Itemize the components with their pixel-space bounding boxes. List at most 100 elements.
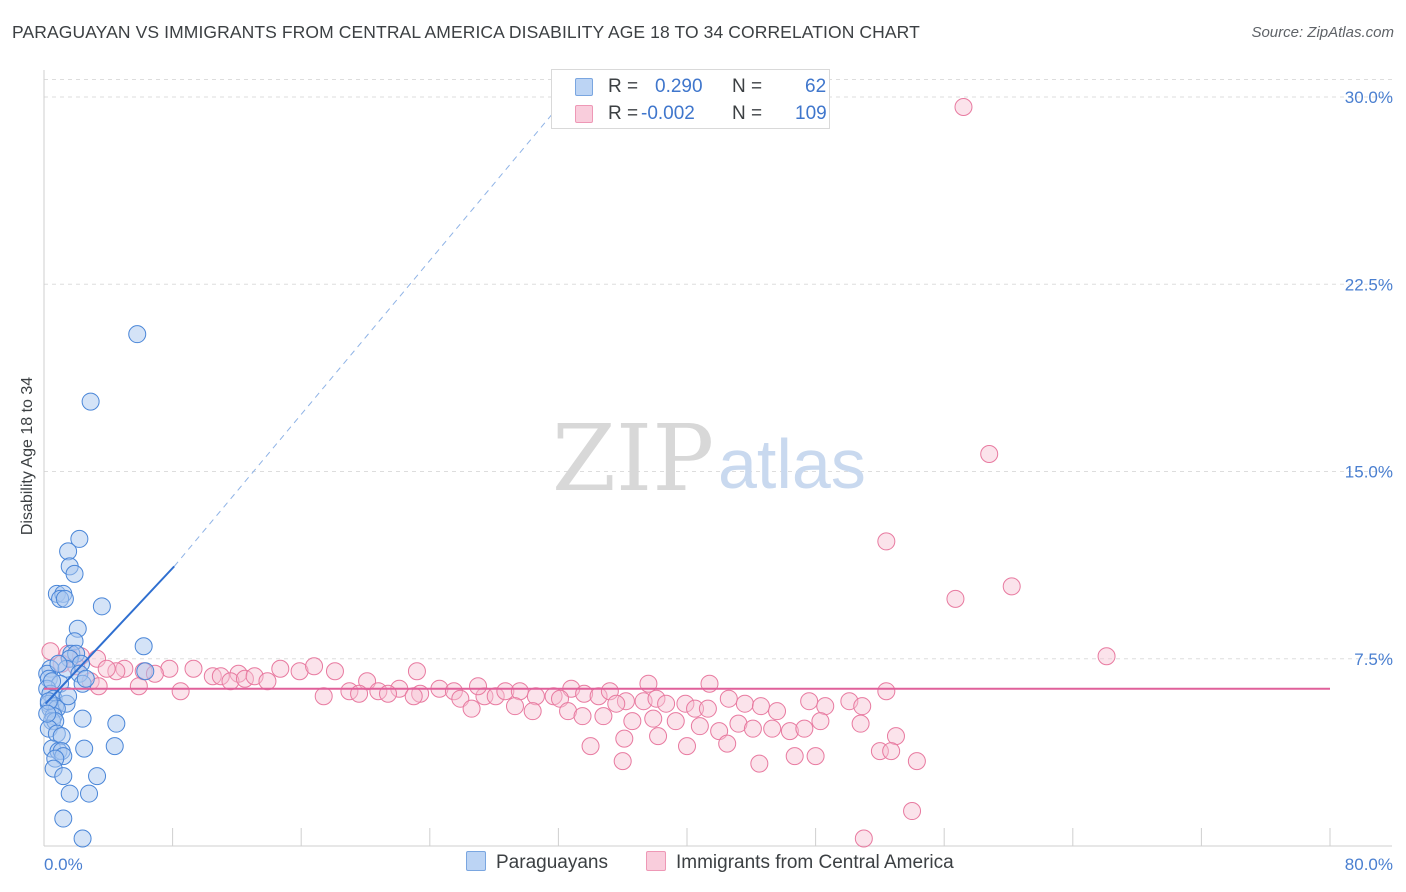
- immigrants-point: [806, 747, 825, 766]
- paraguayans-point: [73, 829, 92, 848]
- paraguayans-point: [81, 392, 100, 411]
- immigrants-point: [954, 97, 973, 116]
- paraguayans-point: [38, 704, 57, 723]
- legend-row-immigrants: R = -0.002 N = 109: [552, 101, 829, 127]
- immigrants-point: [505, 697, 524, 716]
- y-tick-label: 7.5%: [1354, 650, 1393, 669]
- immigrants-point: [657, 694, 676, 713]
- immigrants-point: [290, 662, 309, 681]
- immigrants-point: [676, 694, 695, 713]
- watermark-zip: ZIP: [552, 405, 714, 512]
- immigrants-point: [97, 659, 116, 678]
- paraguayans-point: [70, 529, 89, 548]
- bottom-legend-label: Paraguayans: [496, 852, 608, 873]
- paraguayans-point: [65, 564, 84, 583]
- series-paraguayans-points: [38, 325, 155, 848]
- bottom-legend-paraguayans: Paraguayans: [466, 851, 608, 874]
- immigrants-point: [462, 699, 481, 718]
- grid-lines: [44, 79, 1392, 660]
- chart-title: PARAGUAYAN VS IMMIGRANTS FROM CENTRAL AM…: [12, 22, 920, 42]
- paraguayans-point: [136, 662, 155, 681]
- immigrants-point: [171, 682, 190, 701]
- paraguayans-point: [43, 672, 62, 691]
- legend-r-label: R =: [608, 103, 639, 124]
- immigrants-point: [816, 697, 835, 716]
- immigrants-point: [980, 445, 999, 464]
- immigrants-point: [698, 699, 717, 718]
- x-tick-label: 0.0%: [44, 855, 83, 874]
- immigrants-point: [469, 677, 488, 696]
- immigrants-point: [811, 712, 830, 731]
- immigrants-point: [451, 689, 470, 708]
- immigrants-point: [780, 722, 799, 741]
- paraguayans-point: [92, 597, 111, 616]
- paraguayans-trend-line: [44, 565, 175, 705]
- paraguayans-point: [88, 767, 107, 786]
- paraguayans-point: [60, 784, 79, 803]
- immigrants-point: [882, 742, 901, 761]
- paraguayans-point: [105, 737, 124, 756]
- legend-n-label: N =: [732, 103, 763, 124]
- immigrants-point: [768, 702, 787, 721]
- trend-lines: [44, 96, 1330, 705]
- immigrants-point: [690, 717, 709, 736]
- immigrants-point: [510, 682, 529, 701]
- immigrants-point: [686, 699, 705, 718]
- y-tick-label: 22.5%: [1345, 275, 1393, 294]
- series-immigrants-points: [41, 97, 1116, 848]
- immigrants-point: [785, 747, 804, 766]
- paraguayans-point: [73, 709, 92, 728]
- immigrants-point: [615, 729, 634, 748]
- watermark: ZIP atlas: [552, 405, 866, 512]
- immigrants-point: [795, 719, 814, 738]
- immigrants-point: [729, 714, 748, 733]
- immigrants-point: [644, 709, 663, 728]
- paraguayans-point: [59, 542, 78, 561]
- immigrants-point: [613, 752, 632, 771]
- immigrants-point: [623, 712, 642, 731]
- paraguayans-trend-extension: [173, 96, 567, 567]
- immigrants-point: [523, 702, 542, 721]
- y-tick-label: 30.0%: [1345, 88, 1393, 107]
- immigrants-point: [581, 737, 600, 756]
- immigrants-point: [271, 659, 290, 678]
- bottom-legend-immigrants: Immigrants from Central America: [646, 851, 954, 874]
- legend-n-value: 109: [795, 103, 827, 124]
- immigrants-point: [129, 677, 148, 696]
- paraguayans-point: [59, 687, 78, 706]
- immigrants-point: [526, 687, 545, 706]
- immigrants-point: [314, 687, 333, 706]
- immigrants-point: [854, 829, 873, 848]
- paraguayans-point: [54, 767, 73, 786]
- immigrants-point: [1097, 647, 1116, 666]
- immigrants-point: [718, 734, 737, 753]
- immigrants-point: [325, 662, 344, 681]
- immigrants-point: [160, 659, 179, 678]
- immigrants-point: [486, 687, 505, 706]
- immigrants-point: [404, 687, 423, 706]
- immigrants-point: [211, 667, 230, 686]
- legend-r-label: R =: [608, 76, 639, 97]
- immigrants-point: [851, 714, 870, 733]
- immigrants-point: [305, 657, 324, 676]
- paraguayans-point: [134, 637, 153, 656]
- bottom-legend-swatch-pink: [646, 851, 666, 871]
- immigrants-point: [1002, 577, 1021, 596]
- source-label: Source: ZipAtlas.com: [1251, 24, 1394, 41]
- paraguayans-point: [128, 325, 147, 344]
- immigrants-point: [221, 672, 240, 691]
- immigrants-point: [719, 689, 738, 708]
- paraguayans-point: [49, 654, 68, 673]
- watermark-atlas: atlas: [718, 425, 866, 503]
- immigrants-point: [407, 662, 426, 681]
- paraguayans-point: [107, 714, 126, 733]
- immigrants-point: [743, 719, 762, 738]
- paraguayans-point: [75, 739, 94, 758]
- immigrants-point: [678, 737, 696, 756]
- immigrants-point: [751, 697, 770, 716]
- correlation-legend: R = 0.290 N = 62 R = -0.002 N = 109: [551, 69, 830, 129]
- paraguayans-point: [55, 589, 74, 608]
- legend-row-paraguayans: R = 0.290 N = 62: [552, 74, 829, 100]
- immigrants-point: [877, 682, 896, 701]
- immigrants-point: [903, 802, 922, 821]
